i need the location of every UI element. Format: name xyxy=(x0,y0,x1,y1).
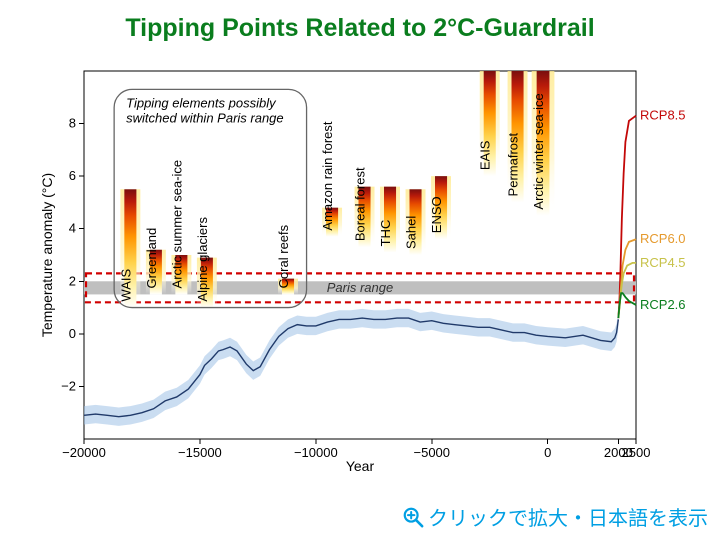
paleo-band xyxy=(84,309,618,426)
zoom-link-label: クリックで拡大・日本語を表示 xyxy=(428,502,708,531)
rcp-label-RCP8.5: RCP8.5 xyxy=(640,108,686,123)
tipping-bar-label-10: EAIS xyxy=(478,140,493,170)
rcp-label-RCP4.5: RCP4.5 xyxy=(640,255,686,270)
ytick-2: 2 xyxy=(69,273,76,288)
paris-range-label: Paris range xyxy=(327,280,393,295)
tipping-bar-label-3: Alpine glaciers xyxy=(195,217,210,302)
ytick-3: 4 xyxy=(69,221,76,236)
tipping-bar-label-9: ENSO xyxy=(429,196,444,233)
tipping-bar-label-6: Boreal forest xyxy=(353,167,368,241)
tipping-bar-label-12: Arctic winter sea-ice xyxy=(531,93,546,209)
magnifier-plus-icon xyxy=(402,506,424,528)
xtick-6: 2500 xyxy=(622,445,651,460)
tipping-bar-label-2: Arctic summer sea-ice xyxy=(169,160,184,289)
tipping-bar-label-11: Permafrost xyxy=(506,132,521,196)
xtick-1: −15000 xyxy=(178,445,222,460)
tipping-bar-label-0: WAIS xyxy=(118,269,133,302)
ytick-4: 6 xyxy=(69,168,76,183)
paris-elements-box-label-0: Tipping elements possibly xyxy=(126,95,277,110)
zoom-link[interactable]: クリックで拡大・日本語を表示 xyxy=(402,502,708,531)
tipping-points-chart: Paris range RCP8.5 RCP6.0 RCP4.5 RCP2.6 WAIS G… xyxy=(56,67,692,474)
y-axis-label: Temperature anomaly (°C) xyxy=(39,173,55,337)
chart-title: Tipping Points Related to 2°C-Guardrail xyxy=(0,14,720,43)
rcp-label-RCP2.6: RCP2.6 xyxy=(640,297,686,312)
tipping-bar-label-5: Amazon rain forest xyxy=(320,121,335,230)
paris-elements-box-label-1: switched within Paris range xyxy=(126,110,284,125)
x-axis-label: Year xyxy=(346,458,375,474)
rcp-label-RCP6.0: RCP6.0 xyxy=(640,231,686,246)
ytick-1: 0 xyxy=(69,326,76,341)
xtick-2: −10000 xyxy=(294,445,338,460)
xtick-3: −5000 xyxy=(414,445,451,460)
xtick-4: 0 xyxy=(544,445,551,460)
tipping-bar-label-4: Coral reefs xyxy=(276,224,291,288)
tipping-bar-label-7: THC xyxy=(378,220,393,247)
ytick-0: −2 xyxy=(61,378,76,393)
tipping-bar-label-1: Greenland xyxy=(144,228,159,289)
tipping-bar-label-8: Sahel xyxy=(404,216,419,249)
xtick-0: −20000 xyxy=(62,445,106,460)
ytick-5: 8 xyxy=(69,116,76,131)
